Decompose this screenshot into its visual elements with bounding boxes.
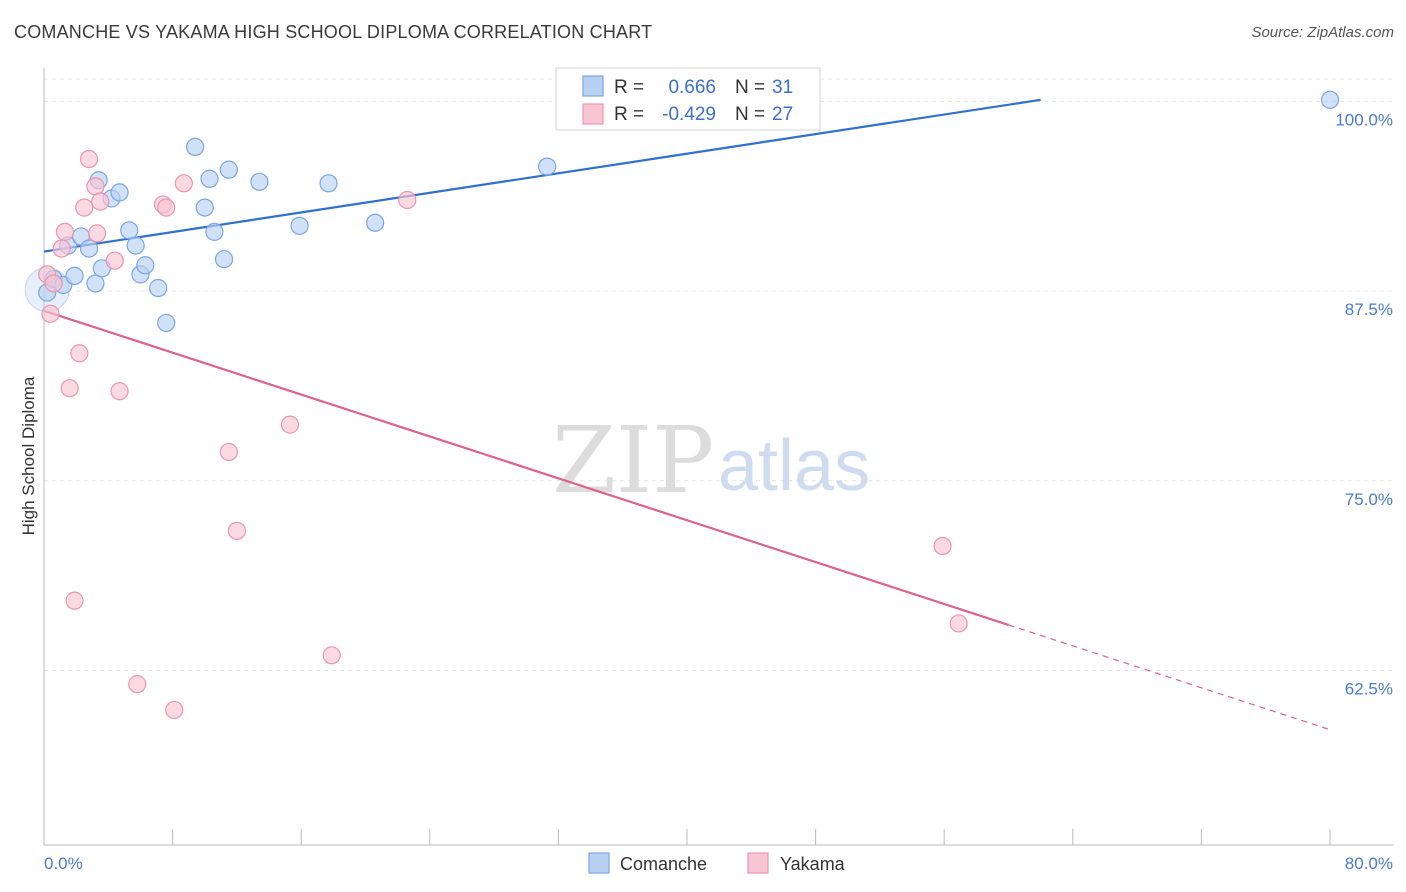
yakama-point [91,192,110,211]
watermark-zip: ZIP [552,407,714,514]
y-tick-label: 87.5% [1345,300,1393,319]
yakama-point [44,274,63,293]
yakama-series-label: Yakama [780,854,846,874]
yakama-n-value: 27 [772,104,793,125]
yakama-point [219,442,238,462]
comanche-series-swatch [588,852,610,874]
comanche-point [157,313,176,333]
yakama-point [70,344,89,363]
comanche-point [126,236,145,255]
grid-layer [44,78,1394,671]
comanche-point [200,169,219,188]
comanche-point [214,250,234,269]
comanche-point [219,160,238,179]
comanche-series-label: Comanche [620,854,707,874]
x-tick-label: 0.0% [44,854,83,873]
series-legend: Comanche Yakama [588,852,846,874]
comanche-point [366,213,385,232]
comanche-point [79,239,99,258]
yakama-point [55,222,74,241]
comanche-point [86,274,105,293]
comanche-point [110,183,129,202]
yakama-point [128,675,147,694]
watermark: ZIP atlas [552,407,870,514]
yakama-legend-swatch [582,103,604,125]
yakama-r-label: R = [614,104,644,125]
comanche-point [195,198,214,217]
comanche-point [65,266,84,285]
yakama-point [174,174,193,193]
yakama-point [165,700,184,720]
comanche-point [319,174,338,193]
yakama-point [949,614,968,633]
comanche-point [290,216,309,235]
yakama-trend-extension [1008,624,1331,731]
points-layer [24,90,1340,720]
comanche-r-value: 0.666 [668,77,716,98]
chart-title: COMANCHE VS YAKAMA HIGH SCHOOL DIPLOMA C… [14,22,653,42]
source-label: Source: ZipAtlas.com [1251,24,1394,41]
yakama-point [398,190,417,210]
comanche-point [149,278,168,298]
comanche-point [136,256,155,275]
comanche-point [205,222,224,241]
yakama-point [52,239,71,258]
yakama-point [65,591,84,610]
yakama-point [157,198,176,217]
yakama-point [75,198,94,217]
axes-layer [43,68,1394,846]
yakama-point [79,149,99,169]
y-axis-title: High School Diploma [19,376,38,535]
comanche-point [250,172,269,191]
yakama-series-swatch [747,852,769,874]
tick-labels: 62.5% 75.0% 87.5% 100.0% 0.0% 80.0% [44,110,1393,873]
yakama-point [280,415,300,434]
watermark-atlas: atlas [718,426,870,506]
yakama-point [105,251,124,270]
yakama-point [322,646,341,665]
yakama-point [60,379,79,398]
comanche-n-label: N = [735,77,765,98]
yakama-trend-line [43,309,1009,626]
yakama-point [227,521,246,540]
comanche-point [186,137,205,156]
yakama-point [86,177,105,196]
yakama-point [110,382,129,401]
comanche-point [1320,90,1340,109]
x-tick-label: 80.0% [1345,854,1393,873]
comanche-point [538,157,557,176]
yakama-point [41,304,60,323]
comanche-trend-line [43,98,1041,253]
comanche-n-value: 31 [772,77,793,98]
comanche-r-label: R = [614,77,644,98]
y-tick-label: 100.0% [1335,110,1393,129]
yakama-point [933,536,952,556]
stats-legend: R = 0.666 N = 31 R = -0.429 N = 27 [555,67,821,131]
comanche-legend-swatch [582,75,604,97]
yakama-point [87,224,107,243]
y-tick-label: 62.5% [1345,679,1393,698]
comanche-point [120,221,139,240]
yakama-n-label: N = [735,104,765,125]
y-tick-label: 75.0% [1345,490,1393,509]
yakama-r-value: -0.429 [662,104,716,125]
